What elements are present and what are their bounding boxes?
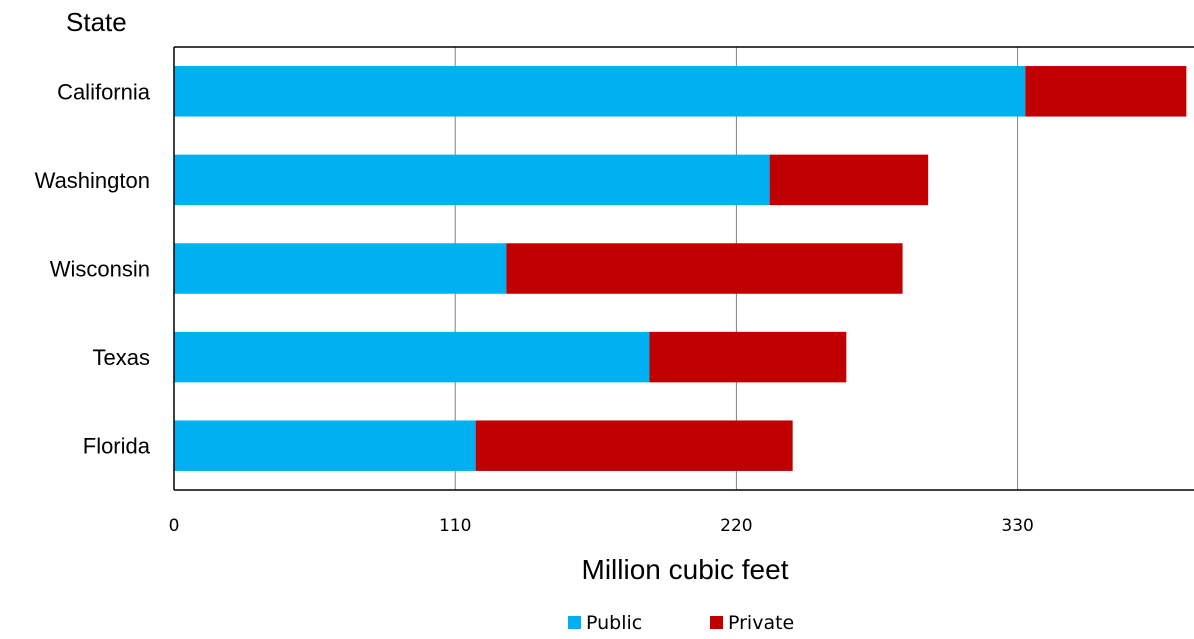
- category-label: Texas: [93, 345, 150, 370]
- x-axis-title: Million cubic feet: [582, 554, 789, 585]
- bar-public-texas: [174, 331, 650, 383]
- bar-public-washington: [174, 154, 770, 206]
- category-label: Wisconsin: [50, 257, 150, 282]
- bar-public-california: [174, 66, 1026, 117]
- legend-swatch-public: [568, 616, 581, 629]
- legend-label-public: Public: [586, 612, 642, 634]
- y-axis-title: State: [66, 7, 127, 37]
- bar-private-wisconsin: [506, 243, 903, 294]
- category-label: California: [57, 79, 151, 104]
- category-label: Washington: [35, 168, 150, 193]
- x-tick-labels: 0 110 220 330: [169, 516, 1034, 536]
- x-tick-label: 220: [720, 516, 752, 536]
- bar-public-wisconsin: [174, 243, 507, 294]
- legend-swatch-private: [710, 616, 723, 629]
- legend: Public Private: [568, 612, 794, 634]
- category-label: Florida: [83, 434, 151, 459]
- bar-private-texas: [649, 331, 847, 383]
- bar-public-florida: [174, 420, 476, 471]
- bars: [174, 66, 1187, 471]
- bar-private-florida: [475, 420, 793, 471]
- legend-label-private: Private: [728, 612, 794, 634]
- x-tick-label: 330: [1001, 516, 1033, 536]
- category-labels: California Washington Wisconsin Texas Florid…: [35, 79, 151, 458]
- x-tick-label: 110: [439, 516, 471, 536]
- bar-private-california: [1025, 66, 1187, 117]
- bar-private-washington: [769, 154, 929, 206]
- x-tick-label: 0: [169, 516, 180, 536]
